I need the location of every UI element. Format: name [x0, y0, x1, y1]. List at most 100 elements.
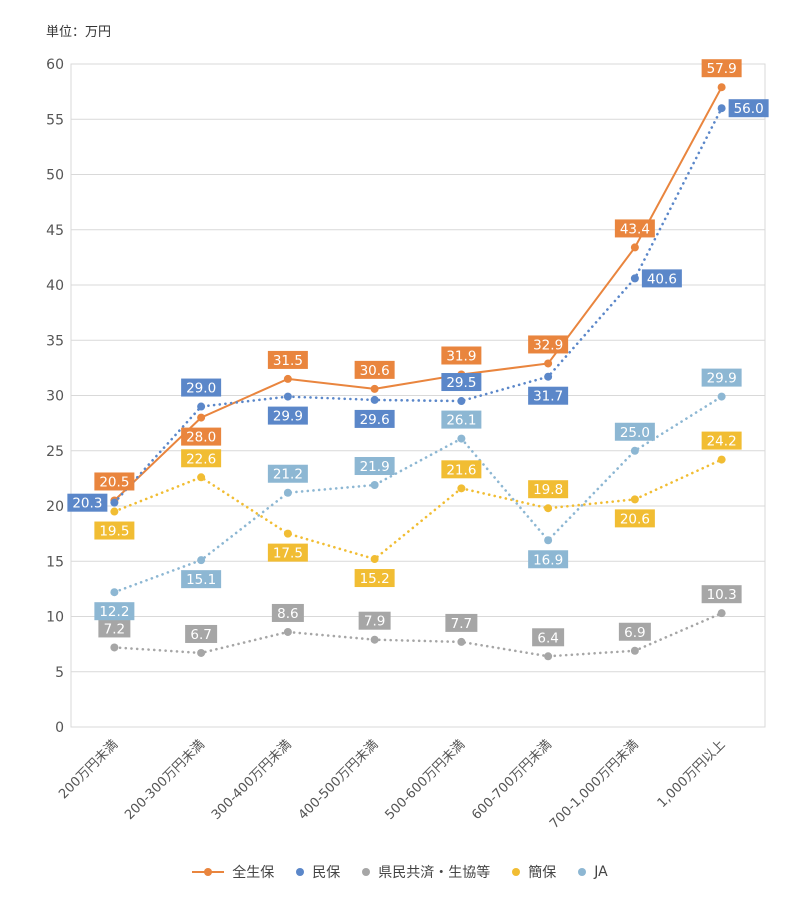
data-point-minpo	[283, 392, 292, 401]
series-layer	[110, 83, 726, 661]
data-label-box-kanpo	[267, 543, 308, 562]
data-label-box-ja	[354, 457, 395, 476]
data-label-box-kenmin	[701, 585, 742, 604]
data-label-zenseiho: 57.9	[707, 61, 737, 77]
data-label-box-minpo	[641, 269, 682, 288]
grid-layer	[70, 63, 766, 728]
data-label-zenseiho: 31.5	[273, 353, 303, 369]
data-label-box-minpo	[67, 493, 108, 512]
x-tick-label: 200-300万円未満	[122, 737, 208, 823]
data-point-minpo	[370, 395, 379, 404]
data-label-box-zenseiho	[528, 335, 569, 354]
data-label-box-zenseiho	[94, 472, 135, 491]
data-label-box-ja	[614, 422, 655, 441]
legend-label: 全生保	[232, 865, 275, 881]
data-label-minpo: 40.6	[647, 271, 677, 287]
axis-layer: 0 5 10 15 20 25 30 35 40 45 50 55 60 200万円未満 200-300万円…	[46, 57, 728, 832]
data-label-box-ja	[94, 602, 135, 621]
x-tick-label: 500-600万円未満	[382, 737, 468, 823]
data-label-box-zenseiho	[267, 350, 308, 369]
data-label-box-ja	[528, 550, 569, 569]
data-point-minpo	[110, 498, 119, 507]
data-label-box-kanpo	[94, 521, 135, 540]
data-point-zenseiho	[717, 83, 726, 92]
data-point-zenseiho	[544, 359, 553, 368]
data-label-zenseiho: 20.5	[99, 474, 129, 490]
data-label-zenseiho: 31.9	[446, 349, 476, 365]
data-label-kenmin: 6.4	[537, 630, 558, 646]
data-label-ja: 21.9	[360, 459, 390, 475]
data-point-ja	[370, 481, 379, 490]
data-point-kenmin	[544, 652, 553, 661]
data-point-zenseiho	[370, 384, 379, 393]
data-label-kanpo: 17.5	[273, 546, 303, 562]
data-label-ja: 12.2	[99, 604, 129, 620]
series-line-kenmin	[113, 611, 723, 658]
data-label-kenmin: 7.7	[451, 616, 472, 632]
data-label-kenmin: 10.3	[707, 587, 737, 603]
x-tick-label: 1,000万円以上	[655, 737, 729, 811]
legend-marker-kanpo	[512, 868, 521, 876]
legend-marker-ja	[578, 868, 587, 876]
legend-label: 県民共済・生協等	[378, 865, 491, 881]
legend-marker-minpo	[296, 868, 305, 876]
data-label-minpo: 20.3	[72, 496, 102, 512]
data-label-box-ja	[441, 410, 482, 429]
legend-item-zenseiho: 全生保	[192, 862, 274, 882]
data-point-ja	[457, 434, 466, 443]
y-tick-label: 0	[55, 720, 64, 736]
data-label-kenmin: 7.2	[104, 621, 125, 637]
data-point-kanpo	[457, 484, 466, 493]
y-tick-label: 60	[46, 57, 64, 73]
y-tick-label: 35	[46, 333, 64, 349]
y-tick-label: 55	[46, 112, 64, 128]
y-tick-label: 15	[46, 554, 64, 570]
data-point-kenmin	[457, 637, 466, 646]
legend-marker-kenmin	[362, 868, 371, 876]
data-point-kanpo	[370, 555, 379, 564]
data-label-box-zenseiho	[354, 360, 395, 379]
legend-label: 民保	[312, 865, 341, 881]
data-label-kanpo: 24.2	[707, 434, 737, 450]
data-label-box-ja	[701, 368, 742, 387]
data-point-kenmin	[717, 609, 726, 618]
data-label-box-minpo	[441, 373, 482, 392]
data-point-kenmin	[370, 635, 379, 644]
data-label-box-zenseiho	[701, 59, 742, 78]
legend-label: 簡保	[528, 865, 557, 881]
data-label-box-minpo	[181, 378, 222, 397]
y-tick-label: 25	[46, 444, 64, 460]
data-point-ja	[717, 392, 726, 401]
data-label-zenseiho: 32.9	[533, 337, 563, 353]
data-point-minpo	[197, 402, 206, 411]
data-label-kanpo: 19.8	[533, 482, 563, 498]
data-label-minpo: 31.7	[533, 389, 563, 405]
data-label-ja: 15.1	[186, 572, 216, 588]
data-point-zenseiho	[630, 243, 639, 252]
data-label-box-kanpo	[528, 480, 569, 499]
data-label-box-kanpo	[701, 431, 742, 450]
data-label-box-kanpo	[614, 509, 655, 528]
data-label-kanpo: 22.6	[186, 451, 216, 467]
data-label-box-kenmin	[532, 628, 565, 647]
data-point-kanpo	[630, 495, 639, 504]
data-label-box-minpo	[528, 386, 569, 405]
data-label-box-kenmin	[618, 622, 651, 641]
data-label-box-kanpo	[354, 569, 395, 588]
data-point-zenseiho	[283, 374, 292, 383]
data-point-kenmin	[630, 646, 639, 655]
x-tick-label: 400-500万円未満	[296, 737, 382, 823]
data-label-box-ja	[267, 464, 308, 483]
data-label-minpo: 29.0	[186, 381, 216, 397]
data-label-box-minpo	[354, 409, 395, 428]
data-point-minpo	[717, 104, 726, 113]
data-label-minpo: 29.5	[446, 375, 476, 391]
data-label-kanpo: 15.2	[360, 571, 390, 587]
data-label-box-kenmin	[358, 611, 391, 630]
data-label-ja: 29.9	[707, 371, 737, 387]
data-label-layer: 20.5 28.0 31.5 30.6 31.9 32.9 43.4 57.9 20.3 29.0…	[67, 59, 769, 647]
y-tick-label: 5	[55, 665, 64, 681]
data-label-kenmin: 6.9	[624, 625, 645, 641]
data-label-box-zenseiho	[614, 219, 655, 238]
legend-item-ja: JA	[578, 864, 608, 880]
